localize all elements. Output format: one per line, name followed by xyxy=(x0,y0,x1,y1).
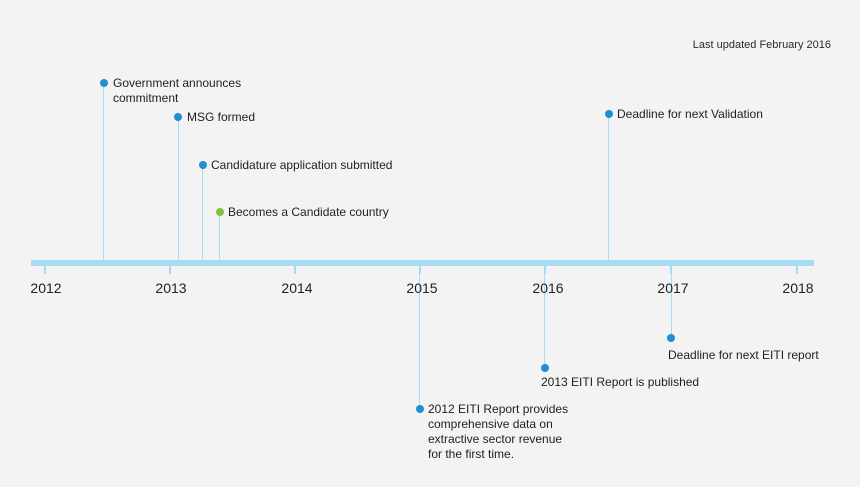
event-label-candidature-application: Candidature application submitted xyxy=(211,158,393,172)
stem-validation-deadline xyxy=(608,114,609,263)
year-label-2014: 2014 xyxy=(281,280,313,296)
timeline-axis xyxy=(31,260,814,266)
year-label-2012: 2012 xyxy=(30,280,62,296)
year-label-2013: 2013 xyxy=(155,280,187,296)
tick-2015 xyxy=(419,264,421,274)
year-label-2018: 2018 xyxy=(782,280,814,296)
stem-government-announces xyxy=(103,83,104,263)
event-dot-eiti-2012-report xyxy=(416,405,424,413)
tick-2014 xyxy=(294,264,296,274)
stem-eiti-2013-report xyxy=(544,266,545,368)
event-dot-eiti-report-deadline xyxy=(667,334,675,342)
stem-eiti-2012-report xyxy=(419,266,420,409)
event-label-government-announces: Government announces commitment xyxy=(113,76,242,105)
event-label-eiti-2012-report: 2012 EITI Report provides comprehensive … xyxy=(428,402,569,461)
stem-candidate-country xyxy=(219,212,220,263)
event-dot-government-announces xyxy=(100,79,108,87)
tick-2013 xyxy=(169,264,171,274)
year-label-2016: 2016 xyxy=(532,280,564,296)
year-label-2015: 2015 xyxy=(406,280,438,296)
tick-2018 xyxy=(796,264,798,274)
event-dot-candidature-application xyxy=(199,161,207,169)
event-label-validation-deadline: Deadline for next Validation xyxy=(617,107,763,121)
event-dot-candidate-country xyxy=(216,208,224,216)
tick-2016 xyxy=(544,264,546,274)
stem-msg-formed xyxy=(178,117,179,263)
event-label-eiti-2013-report: 2013 EITI Report is published xyxy=(541,375,700,389)
stem-eiti-report-deadline xyxy=(671,266,672,338)
stem-candidature-application xyxy=(202,165,203,263)
event-dot-validation-deadline xyxy=(605,110,613,118)
event-label-eiti-report-deadline: Deadline for next EITI report xyxy=(668,348,819,362)
tick-2012 xyxy=(44,264,46,274)
tick-2017 xyxy=(670,264,672,274)
event-dot-msg-formed xyxy=(174,113,182,121)
event-label-msg-formed: MSG formed xyxy=(187,110,256,124)
event-dot-eiti-2013-report xyxy=(541,364,549,372)
last-updated-note: Last updated February 2016 xyxy=(692,39,831,51)
year-label-2017: 2017 xyxy=(657,280,689,296)
event-label-candidate-country: Becomes a Candidate country xyxy=(228,205,389,219)
